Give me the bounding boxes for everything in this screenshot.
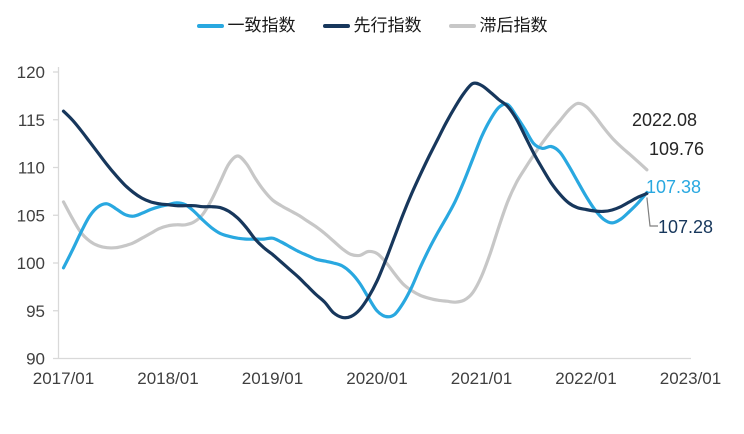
- x-tick-label: 2021/01: [451, 369, 512, 388]
- y-tick-label: 95: [26, 302, 45, 321]
- legend-label-coincident: 一致指数: [227, 16, 296, 35]
- x-tick-label: 2023/01: [660, 369, 721, 388]
- legend-label-lagging: 滞后指数: [479, 16, 548, 35]
- endpoint-date-label: 2022.08: [632, 110, 698, 130]
- legend-label-leading: 先行指数: [353, 16, 422, 35]
- y-tick-label: 110: [18, 159, 45, 178]
- y-tick-label: 120: [17, 63, 45, 82]
- y-tick-label: 105: [17, 206, 45, 225]
- endpoint-value-leading: 107.28: [658, 217, 714, 237]
- y-tick-label: 115: [18, 111, 45, 130]
- leader-line: [646, 197, 658, 227]
- x-tick-label: 2019/01: [242, 369, 303, 388]
- x-tick-label: 2018/01: [137, 369, 198, 388]
- legend-swatch-lagging-icon: [448, 23, 476, 28]
- series-line-coincident: [61, 102, 649, 319]
- series-line-lagging: [61, 101, 649, 304]
- y-tick-label: 90: [26, 350, 45, 369]
- legend-item-coincident: 一致指数: [196, 16, 296, 35]
- x-tick-label: 2022/01: [555, 369, 616, 388]
- series-line-leading: [61, 81, 649, 320]
- legend-item-lagging: 滞后指数: [448, 16, 548, 35]
- y-tick-label: 100: [17, 254, 45, 273]
- endpoint-value-lagging: 109.76: [649, 139, 705, 159]
- x-tick-label: 2020/01: [346, 369, 407, 388]
- legend-item-leading: 先行指数: [322, 16, 422, 35]
- legend: 一致指数 先行指数 滞后指数: [0, 17, 744, 34]
- legend-swatch-coincident-icon: [196, 23, 224, 28]
- x-tick-label: 2017/01: [33, 369, 94, 388]
- legend-swatch-leading-icon: [322, 23, 350, 28]
- endpoint-value-coincident: 107.38: [646, 177, 702, 197]
